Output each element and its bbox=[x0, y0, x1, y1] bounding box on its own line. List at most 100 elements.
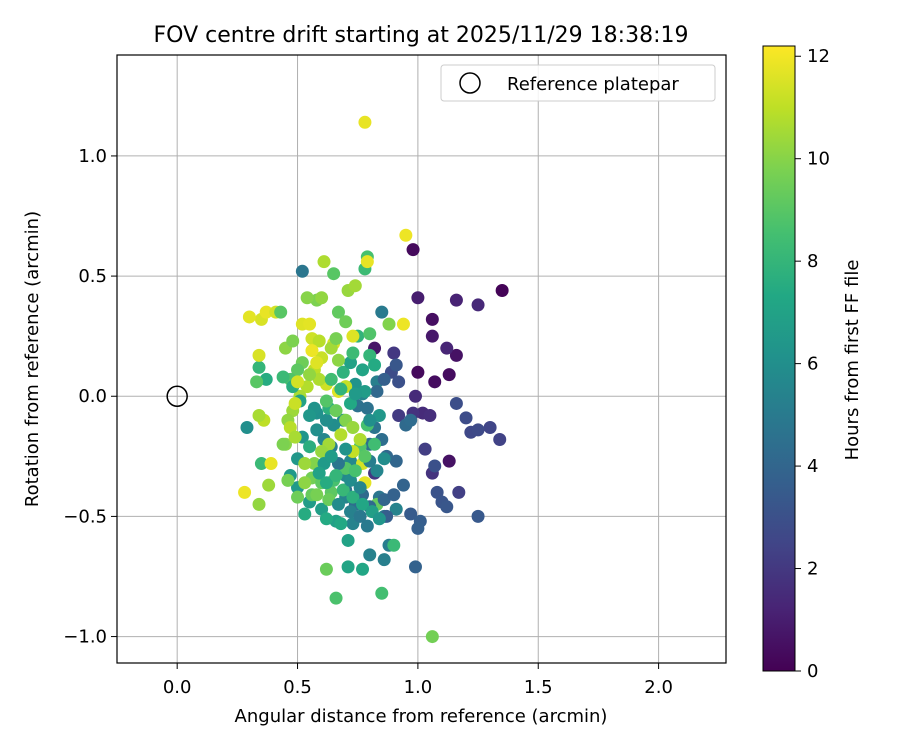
y-axis-ticks: −1.0 −0.5 0.0 0.5 1.0 bbox=[63, 146, 117, 648]
data-point bbox=[363, 413, 377, 427]
data-point bbox=[324, 341, 338, 355]
colorbar-tick-label: 0 bbox=[807, 661, 818, 682]
data-point bbox=[493, 433, 507, 447]
colorbar-label: Hours from first FF file bbox=[842, 260, 863, 461]
data-point bbox=[264, 457, 278, 471]
data-point bbox=[319, 413, 333, 427]
data-point bbox=[336, 365, 350, 379]
data-point bbox=[341, 560, 355, 574]
data-point bbox=[307, 457, 321, 471]
y-tick-label: 0.0 bbox=[78, 386, 107, 407]
data-point bbox=[343, 396, 357, 410]
data-point bbox=[315, 445, 329, 459]
data-points bbox=[238, 115, 509, 644]
data-point bbox=[392, 375, 406, 389]
data-point bbox=[286, 334, 300, 348]
data-point bbox=[300, 291, 314, 305]
legend-reference-icon bbox=[459, 72, 481, 94]
data-point bbox=[250, 375, 264, 389]
data-point bbox=[252, 360, 266, 374]
data-point bbox=[425, 312, 439, 326]
data-point bbox=[254, 457, 268, 471]
x-tick-label: 1.0 bbox=[404, 677, 433, 698]
data-point bbox=[331, 497, 345, 511]
x-axis-label: Angular distance from reference (arcmin) bbox=[235, 706, 608, 727]
data-point bbox=[303, 317, 317, 331]
data-point bbox=[329, 332, 343, 346]
data-point bbox=[372, 512, 386, 526]
data-point bbox=[353, 481, 367, 495]
data-point bbox=[430, 485, 444, 499]
data-point bbox=[312, 372, 326, 386]
data-point bbox=[310, 356, 324, 370]
data-point bbox=[442, 454, 456, 468]
data-point bbox=[423, 408, 437, 422]
data-point bbox=[334, 428, 348, 442]
data-point bbox=[363, 548, 377, 562]
data-point bbox=[363, 327, 377, 341]
colorbar-ticks: 0 2 4 6 8 10 12 bbox=[795, 46, 830, 682]
data-point bbox=[276, 437, 290, 451]
data-point bbox=[329, 591, 343, 605]
data-point bbox=[387, 346, 401, 360]
data-point bbox=[298, 457, 312, 471]
data-point bbox=[471, 298, 485, 312]
data-point bbox=[372, 408, 386, 422]
data-point bbox=[300, 380, 314, 394]
data-point bbox=[411, 365, 425, 379]
data-point bbox=[440, 500, 454, 514]
data-point bbox=[343, 505, 357, 519]
data-point bbox=[334, 382, 348, 396]
data-point bbox=[341, 533, 355, 547]
data-point bbox=[274, 305, 288, 319]
data-point bbox=[449, 293, 463, 307]
colorbar-tick-label: 10 bbox=[807, 149, 830, 170]
data-point bbox=[360, 519, 374, 533]
data-point bbox=[322, 493, 336, 507]
data-point bbox=[389, 454, 403, 468]
data-point bbox=[346, 420, 360, 434]
data-point bbox=[329, 404, 343, 418]
data-point bbox=[411, 521, 425, 535]
y-axis-label: Rotation from reference (arcmin) bbox=[22, 211, 43, 507]
data-point bbox=[396, 317, 410, 331]
plot-frame bbox=[116, 54, 727, 664]
colorbar-tick-label: 12 bbox=[807, 46, 830, 67]
x-tick-label: 1.5 bbox=[524, 677, 553, 698]
data-point bbox=[319, 476, 333, 490]
data-point bbox=[368, 358, 382, 372]
data-point bbox=[295, 264, 309, 278]
legend-label: Reference platepar bbox=[507, 74, 679, 95]
data-point bbox=[303, 368, 317, 382]
data-point bbox=[392, 408, 406, 422]
data-point bbox=[375, 586, 389, 600]
data-point bbox=[240, 420, 254, 434]
data-point bbox=[442, 368, 456, 382]
data-point bbox=[324, 449, 338, 463]
y-tick-label: −1.0 bbox=[63, 627, 107, 648]
grid-lines bbox=[117, 55, 726, 663]
colorbar: 0 2 4 6 8 10 12 Hours from first FF file bbox=[762, 45, 863, 682]
data-point bbox=[356, 497, 370, 511]
data-point bbox=[303, 408, 317, 422]
colorbar-tick-label: 6 bbox=[807, 354, 818, 375]
colorbar-tick-label: 2 bbox=[807, 559, 818, 580]
data-point bbox=[425, 329, 439, 343]
data-point bbox=[368, 437, 382, 451]
data-point bbox=[387, 488, 401, 502]
data-point bbox=[319, 394, 333, 408]
x-tick-label: 2.0 bbox=[644, 677, 673, 698]
data-point bbox=[298, 476, 312, 490]
data-point bbox=[471, 509, 485, 523]
data-point bbox=[428, 375, 442, 389]
data-point bbox=[459, 411, 473, 425]
data-point bbox=[399, 228, 413, 242]
data-point bbox=[346, 329, 360, 343]
data-point bbox=[310, 423, 324, 437]
data-point bbox=[334, 517, 348, 531]
data-point bbox=[291, 490, 305, 504]
data-point bbox=[358, 115, 372, 129]
data-point bbox=[319, 562, 333, 576]
data-point bbox=[252, 348, 266, 362]
x-tick-label: 0.0 bbox=[163, 677, 192, 698]
